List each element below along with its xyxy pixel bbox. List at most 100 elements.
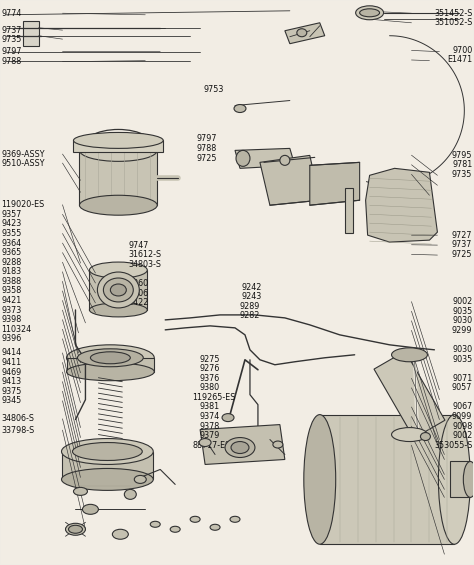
Text: 9380: 9380	[199, 383, 219, 392]
Text: 9737: 9737	[452, 240, 473, 249]
Bar	[62, 451, 153, 480]
Text: 9388: 9388	[1, 277, 22, 286]
Text: 31612-S: 31612-S	[128, 250, 162, 259]
Polygon shape	[365, 168, 438, 242]
Text: 9788: 9788	[197, 144, 217, 153]
Ellipse shape	[73, 488, 87, 496]
Text: 9357: 9357	[1, 210, 22, 219]
Text: 9035: 9035	[452, 307, 473, 316]
Polygon shape	[235, 149, 295, 168]
Text: 9735: 9735	[1, 34, 22, 44]
Polygon shape	[23, 21, 38, 46]
Text: 351052-S: 351052-S	[434, 18, 473, 27]
Ellipse shape	[98, 272, 139, 308]
Text: 34806-S: 34806-S	[1, 414, 35, 423]
Text: 9797: 9797	[1, 47, 22, 56]
Text: 9365: 9365	[1, 248, 22, 257]
Ellipse shape	[463, 462, 474, 497]
Text: 9469: 9469	[1, 368, 22, 376]
Ellipse shape	[199, 438, 211, 446]
Text: 9288: 9288	[1, 258, 22, 267]
Text: 9183: 9183	[1, 267, 22, 276]
Ellipse shape	[134, 475, 146, 484]
Text: 33798-S: 33798-S	[1, 425, 35, 434]
Ellipse shape	[112, 529, 128, 539]
Ellipse shape	[124, 489, 137, 499]
Bar	[66, 358, 154, 372]
Bar	[374, 351, 445, 438]
Ellipse shape	[73, 442, 142, 460]
Text: E1471: E1471	[447, 55, 473, 64]
Text: 119265-ES: 119265-ES	[192, 393, 236, 402]
Ellipse shape	[360, 9, 380, 17]
Ellipse shape	[222, 414, 234, 421]
Text: 9510-ASSY: 9510-ASSY	[1, 159, 45, 168]
Ellipse shape	[62, 468, 153, 490]
Ellipse shape	[420, 433, 430, 441]
Text: 9753: 9753	[204, 85, 224, 94]
Text: 9002: 9002	[452, 431, 473, 440]
Text: 9002: 9002	[452, 297, 473, 306]
Text: 9797: 9797	[197, 134, 217, 144]
Text: 9413: 9413	[1, 377, 22, 386]
Ellipse shape	[225, 437, 255, 458]
Ellipse shape	[69, 525, 82, 533]
Text: 9378: 9378	[199, 421, 219, 431]
Text: 9376: 9376	[199, 374, 219, 383]
Ellipse shape	[91, 352, 130, 364]
Text: 9282: 9282	[239, 311, 260, 320]
Text: 9242: 9242	[242, 282, 262, 292]
Text: 9345: 9345	[1, 396, 22, 405]
Text: 9374: 9374	[199, 412, 219, 421]
Polygon shape	[260, 155, 320, 205]
Text: 9727: 9727	[452, 231, 473, 240]
Text: 9406: 9406	[128, 289, 148, 298]
Text: 9414: 9414	[1, 349, 22, 358]
Ellipse shape	[297, 29, 307, 37]
Ellipse shape	[190, 516, 200, 522]
Text: 9057: 9057	[452, 383, 473, 392]
Text: 351452-S: 351452-S	[434, 8, 473, 18]
Ellipse shape	[236, 150, 250, 166]
Text: 9381: 9381	[199, 402, 219, 411]
Text: 9035: 9035	[452, 355, 473, 364]
Ellipse shape	[230, 516, 240, 522]
Bar	[80, 150, 157, 205]
Ellipse shape	[77, 349, 143, 367]
Text: 9030: 9030	[452, 345, 473, 354]
Ellipse shape	[80, 140, 157, 162]
Text: 9411: 9411	[1, 358, 22, 367]
Polygon shape	[200, 424, 285, 464]
Text: 9421: 9421	[1, 296, 22, 305]
Text: 9422: 9422	[128, 298, 149, 307]
Bar	[345, 188, 353, 233]
Text: 9243: 9243	[242, 292, 262, 301]
Ellipse shape	[90, 262, 147, 278]
Ellipse shape	[304, 415, 336, 544]
Text: 9375: 9375	[1, 386, 22, 396]
Text: 9276: 9276	[199, 364, 219, 373]
Polygon shape	[285, 23, 325, 44]
Ellipse shape	[438, 415, 470, 544]
Bar	[73, 141, 163, 153]
Bar	[320, 415, 455, 544]
Text: 9725: 9725	[452, 250, 473, 259]
Text: 9735: 9735	[452, 170, 473, 179]
Text: 9098: 9098	[452, 421, 473, 431]
Text: 9788: 9788	[1, 57, 22, 66]
Text: 9289: 9289	[239, 302, 260, 311]
Text: 9747: 9747	[128, 241, 149, 250]
Ellipse shape	[356, 6, 383, 20]
Text: 9030: 9030	[452, 316, 473, 325]
Text: 110324: 110324	[1, 325, 32, 334]
Text: 88717-ES: 88717-ES	[192, 441, 230, 450]
Text: 9398: 9398	[1, 315, 22, 324]
Ellipse shape	[103, 278, 133, 302]
Text: 353055-S: 353055-S	[434, 441, 473, 450]
Text: 9781: 9781	[452, 160, 473, 170]
Ellipse shape	[66, 345, 154, 371]
Text: 9373: 9373	[1, 306, 22, 315]
Ellipse shape	[210, 524, 220, 531]
Bar	[90, 270, 147, 310]
Bar	[450, 462, 470, 497]
